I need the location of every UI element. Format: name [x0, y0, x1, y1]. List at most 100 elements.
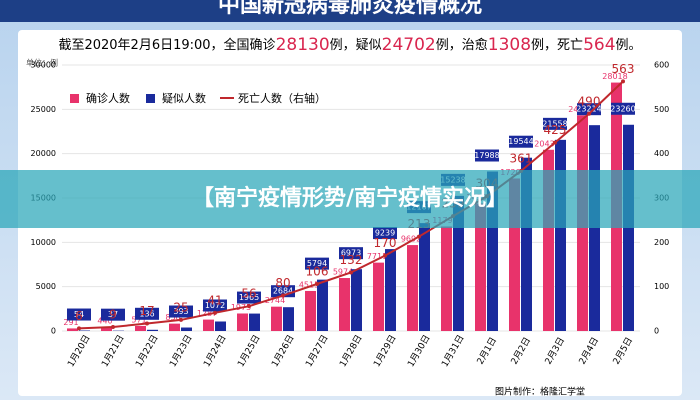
value-label: 19544	[508, 137, 533, 146]
y2-tick-label: 100	[654, 282, 669, 291]
death-point	[621, 79, 625, 84]
death-point	[417, 234, 421, 239]
value-label: 5974	[333, 268, 353, 277]
bar	[339, 278, 350, 331]
y-tick-label: 0	[51, 327, 56, 336]
bar	[283, 307, 294, 331]
bar	[475, 203, 486, 331]
label-box	[101, 308, 125, 321]
value-label: 2684	[273, 287, 293, 296]
bar	[147, 329, 158, 331]
y-tick-label: 30000	[31, 61, 56, 70]
label-box	[373, 227, 397, 240]
bar	[181, 327, 192, 331]
subtitle-part: 564	[583, 35, 615, 55]
death-label: 490	[578, 94, 601, 108]
value-label: 440	[97, 317, 112, 326]
death-label: 56	[241, 287, 256, 301]
value-label: 830	[165, 313, 180, 322]
chart-title: 中国新冠病毒肺炎疫情概况	[218, 0, 482, 18]
bar	[271, 306, 282, 331]
bar	[589, 125, 600, 332]
value-label: 6973	[341, 249, 361, 258]
unit-label: 单位：例	[26, 58, 58, 68]
subtitle-part: 24702	[382, 35, 436, 55]
label-box	[135, 307, 159, 320]
legend-swatch	[70, 94, 79, 103]
death-label: 41	[207, 293, 222, 307]
subtitle: 截至2020年2月6日19:00，全国确诊28130例，疑似24702例，治愈1…	[58, 35, 641, 55]
death-point	[281, 293, 285, 298]
bar	[453, 195, 464, 331]
bar	[385, 249, 396, 331]
value-label: 5794	[307, 259, 327, 268]
death-point	[213, 310, 217, 315]
value-label: 17988	[474, 151, 499, 160]
subtitle-part: 1308	[488, 35, 531, 55]
label-box	[543, 117, 567, 130]
death-point	[77, 326, 81, 331]
y2-tick-label: 500	[654, 105, 669, 114]
bar	[407, 245, 418, 331]
bar	[555, 139, 566, 331]
death-point	[349, 270, 353, 275]
bar	[215, 321, 226, 331]
bar	[521, 157, 532, 331]
value-label: 4515	[299, 280, 319, 289]
value-label: 9692	[401, 235, 421, 244]
bar	[237, 313, 248, 331]
bar	[169, 323, 180, 331]
value-label: 2744	[265, 296, 285, 305]
bar	[203, 319, 214, 331]
bar	[373, 262, 384, 331]
label-box	[237, 291, 261, 304]
value-label: 37	[108, 310, 118, 319]
subtitle-part: 截至2020年2月6日19:00，全国确诊	[58, 37, 275, 53]
death-label: 9	[109, 308, 117, 322]
value-label: 21558	[542, 119, 567, 128]
bar	[509, 178, 520, 331]
value-label: 23214	[576, 105, 601, 114]
y2-tick-label: 200	[654, 238, 669, 247]
bar	[351, 269, 362, 331]
value-label: 1072	[205, 301, 225, 310]
death-label: 425	[544, 123, 567, 137]
death-point	[315, 282, 319, 287]
y-tick-label: 25000	[31, 105, 56, 114]
y-tick-label: 10000	[31, 238, 56, 247]
death-label: 170	[374, 236, 397, 250]
bar	[419, 223, 430, 331]
label-box	[339, 247, 363, 260]
value-label: 28018	[602, 72, 627, 81]
death-label: 106	[306, 265, 329, 279]
bar	[305, 290, 316, 331]
death-point	[553, 140, 557, 145]
bar	[67, 328, 78, 331]
banner-band	[0, 170, 700, 228]
value-label: 291	[63, 318, 78, 327]
death-point	[145, 321, 149, 326]
source: 图片制作：格隆汇学堂	[495, 386, 585, 398]
label-box	[611, 102, 635, 115]
label-box	[203, 299, 227, 312]
y2-tick-label: 600	[654, 61, 669, 70]
death-label: 17	[139, 304, 154, 318]
death-label: 6	[75, 309, 83, 323]
bar	[487, 171, 498, 331]
y-tick-label: 20000	[31, 149, 56, 158]
label-box	[169, 305, 193, 318]
bar	[135, 325, 146, 331]
label-box	[509, 135, 533, 148]
y-tick-label: 5000	[36, 282, 56, 291]
value-label: 1965	[239, 293, 259, 302]
subtitle-part: 例，治愈	[436, 38, 488, 53]
death-point	[587, 111, 591, 116]
bar	[441, 226, 452, 331]
death-label: 25	[173, 300, 188, 314]
plot: 0500010000150002000025000300000100200300…	[31, 61, 670, 369]
subtitle-part: 28130	[276, 35, 330, 55]
value-label: 571	[131, 315, 146, 324]
y2-tick-label: 0	[654, 327, 659, 336]
label-box	[475, 149, 499, 162]
